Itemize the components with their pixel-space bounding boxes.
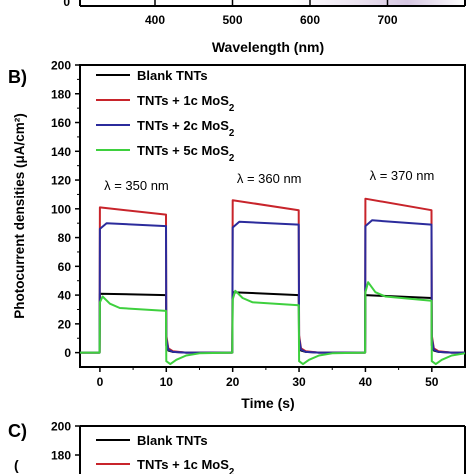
panel-b-x-tick-label: 40 (359, 375, 373, 389)
panel-b-wavelength-annotation: λ = 360 nm (237, 171, 302, 186)
panel-b-legend-label: TNTs + 5c MoS2 (137, 143, 235, 164)
panel-b-series-line-1 (80, 291, 465, 354)
panel-b-wavelength-annotation: λ = 370 nm (370, 168, 435, 183)
panel-a-x-tick-label: 600 (300, 13, 320, 27)
panel-c-legend-label: TNTs + 1c MoS2 (137, 457, 235, 474)
panel-b-x-axis-label: Time (s) (241, 395, 294, 411)
panel-b-legend-label: TNTs + 2c MoS2 (137, 118, 235, 139)
panel-a-x-ticks: 400 500 600 700 (145, 0, 466, 27)
panel-a-x-tick-label: 400 (145, 13, 165, 27)
panel-b-annotations: λ = 350 nm λ = 360 nm λ = 370 nm (104, 168, 434, 193)
panel-b-y-tick-label: 60 (58, 260, 72, 274)
panel-b-legend: Blank TNTs TNTs + 1c MoS2 TNTs + 2c MoS2 TN… (96, 68, 235, 164)
panel-b-y-tick-label: 100 (51, 202, 71, 216)
panel-b-y-tick-label: 40 (58, 289, 72, 303)
panel-c-y-tick-label: 180 (51, 449, 71, 463)
panel-b-wavelength-annotation: λ = 350 nm (104, 178, 169, 193)
panel-b-x-tick-label: 0 (97, 375, 104, 389)
panel-b-y-tick-label: 0 (64, 346, 71, 360)
panel-b-y-tick-label: 200 (51, 59, 71, 73)
panel-c-cropped-y-label: ( (14, 457, 19, 473)
panel-a-y-tick-label: 0 (63, 0, 70, 9)
panel-a-x-axis-label: Wavelength (nm) (212, 39, 324, 55)
panel-b-x-tick-label: 20 (226, 375, 240, 389)
panel-a-spectrum-band (80, 0, 465, 6)
panel-a-x-tick-label: 500 (222, 13, 242, 27)
panel-b-series-line-2 (80, 197, 465, 354)
panel-b-y-tick-label: 180 (51, 87, 71, 101)
panel-b-y-tick-label: 80 (58, 231, 72, 245)
panel-c-label: C) (8, 421, 27, 441)
panel-b-series-line-4 (80, 281, 466, 366)
panel-c: C) 180 200 Blank TNTs TNTs + 1c MoS2 ( (8, 420, 466, 474)
panel-b-plot-frame (79, 64, 466, 368)
panel-b-y-axis-label: Photocurrent densities (μA/cm²) (12, 113, 27, 319)
panel-b-legend-label: TNTs + 1c MoS2 (137, 93, 235, 114)
panel-b: B) 0 20 40 60 80 100 120 140 160 180 200 0 10 20 30 40… (8, 59, 466, 411)
panel-b-series-line-3 (80, 219, 465, 354)
panel-b-y-tick-label: 160 (51, 116, 71, 130)
panel-b-y-tick-label: 20 (58, 317, 72, 331)
panel-b-x-tick-label: 10 (160, 375, 174, 389)
panel-b-y-tick-label: 120 (51, 174, 71, 188)
panel-b-y-tick-label: 140 (51, 145, 71, 159)
panel-b-label: B) (8, 67, 27, 87)
panel-c-y-ticks: 180 200 (51, 420, 80, 463)
panel-b-x-tick-label: 30 (292, 375, 306, 389)
panel-a-x-tick-label: 700 (377, 13, 397, 27)
panel-b-y-ticks: 0 20 40 60 80 100 120 140 160 180 200 (51, 59, 80, 360)
panel-b-legend-label: Blank TNTs (137, 68, 208, 83)
panel-b-series (80, 197, 466, 366)
panel-a: 0 400 500 600 700 Wavelength (nm) (63, 0, 466, 55)
panel-b-x-ticks: 0 10 20 30 40 50 (97, 367, 439, 389)
panel-c-legend-label: Blank TNTs (137, 433, 208, 448)
panel-b-x-tick-label: 50 (425, 375, 439, 389)
panel-c-legend: Blank TNTs TNTs + 1c MoS2 (96, 433, 235, 474)
panel-c-y-tick-label: 200 (51, 420, 71, 434)
